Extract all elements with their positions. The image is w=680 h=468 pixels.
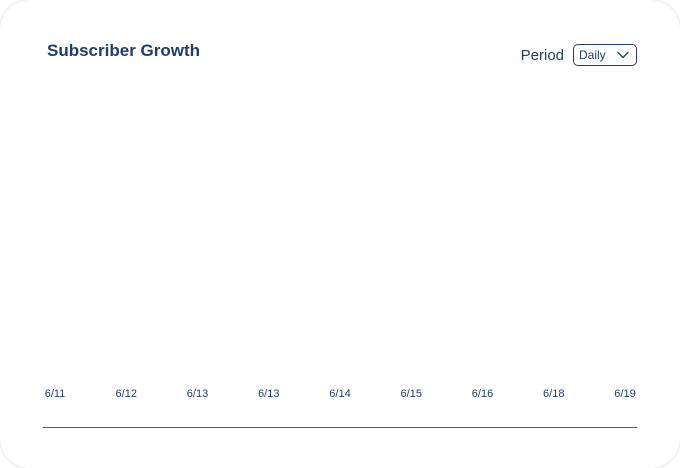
x-axis-line <box>43 427 637 428</box>
x-axis-labels: 6/11 6/12 6/13 6/13 6/14 6/15 6/16 6/18 6/19 <box>43 388 637 404</box>
period-dropdown-value: Daily <box>579 48 606 62</box>
x-tick-label: 6/13 <box>258 388 280 400</box>
chart-plot-area <box>43 90 637 380</box>
period-control: Period Daily <box>521 44 637 66</box>
x-tick-label: 6/19 <box>614 388 636 400</box>
period-dropdown[interactable]: Daily <box>573 44 637 66</box>
period-label: Period <box>520 46 564 64</box>
card-title: Subscriber Growth <box>47 41 201 60</box>
x-tick-label: 6/16 <box>471 388 494 400</box>
x-tick-label: 6/18 <box>543 388 565 400</box>
x-tick-label: 6/15 <box>400 388 422 400</box>
chevron-down-icon <box>617 51 629 59</box>
x-tick-label: 6/12 <box>115 388 137 400</box>
x-tick-label: 6/13 <box>186 388 209 400</box>
x-tick-label: 6/14 <box>329 388 351 400</box>
x-tick-label: 6/11 <box>44 388 66 400</box>
